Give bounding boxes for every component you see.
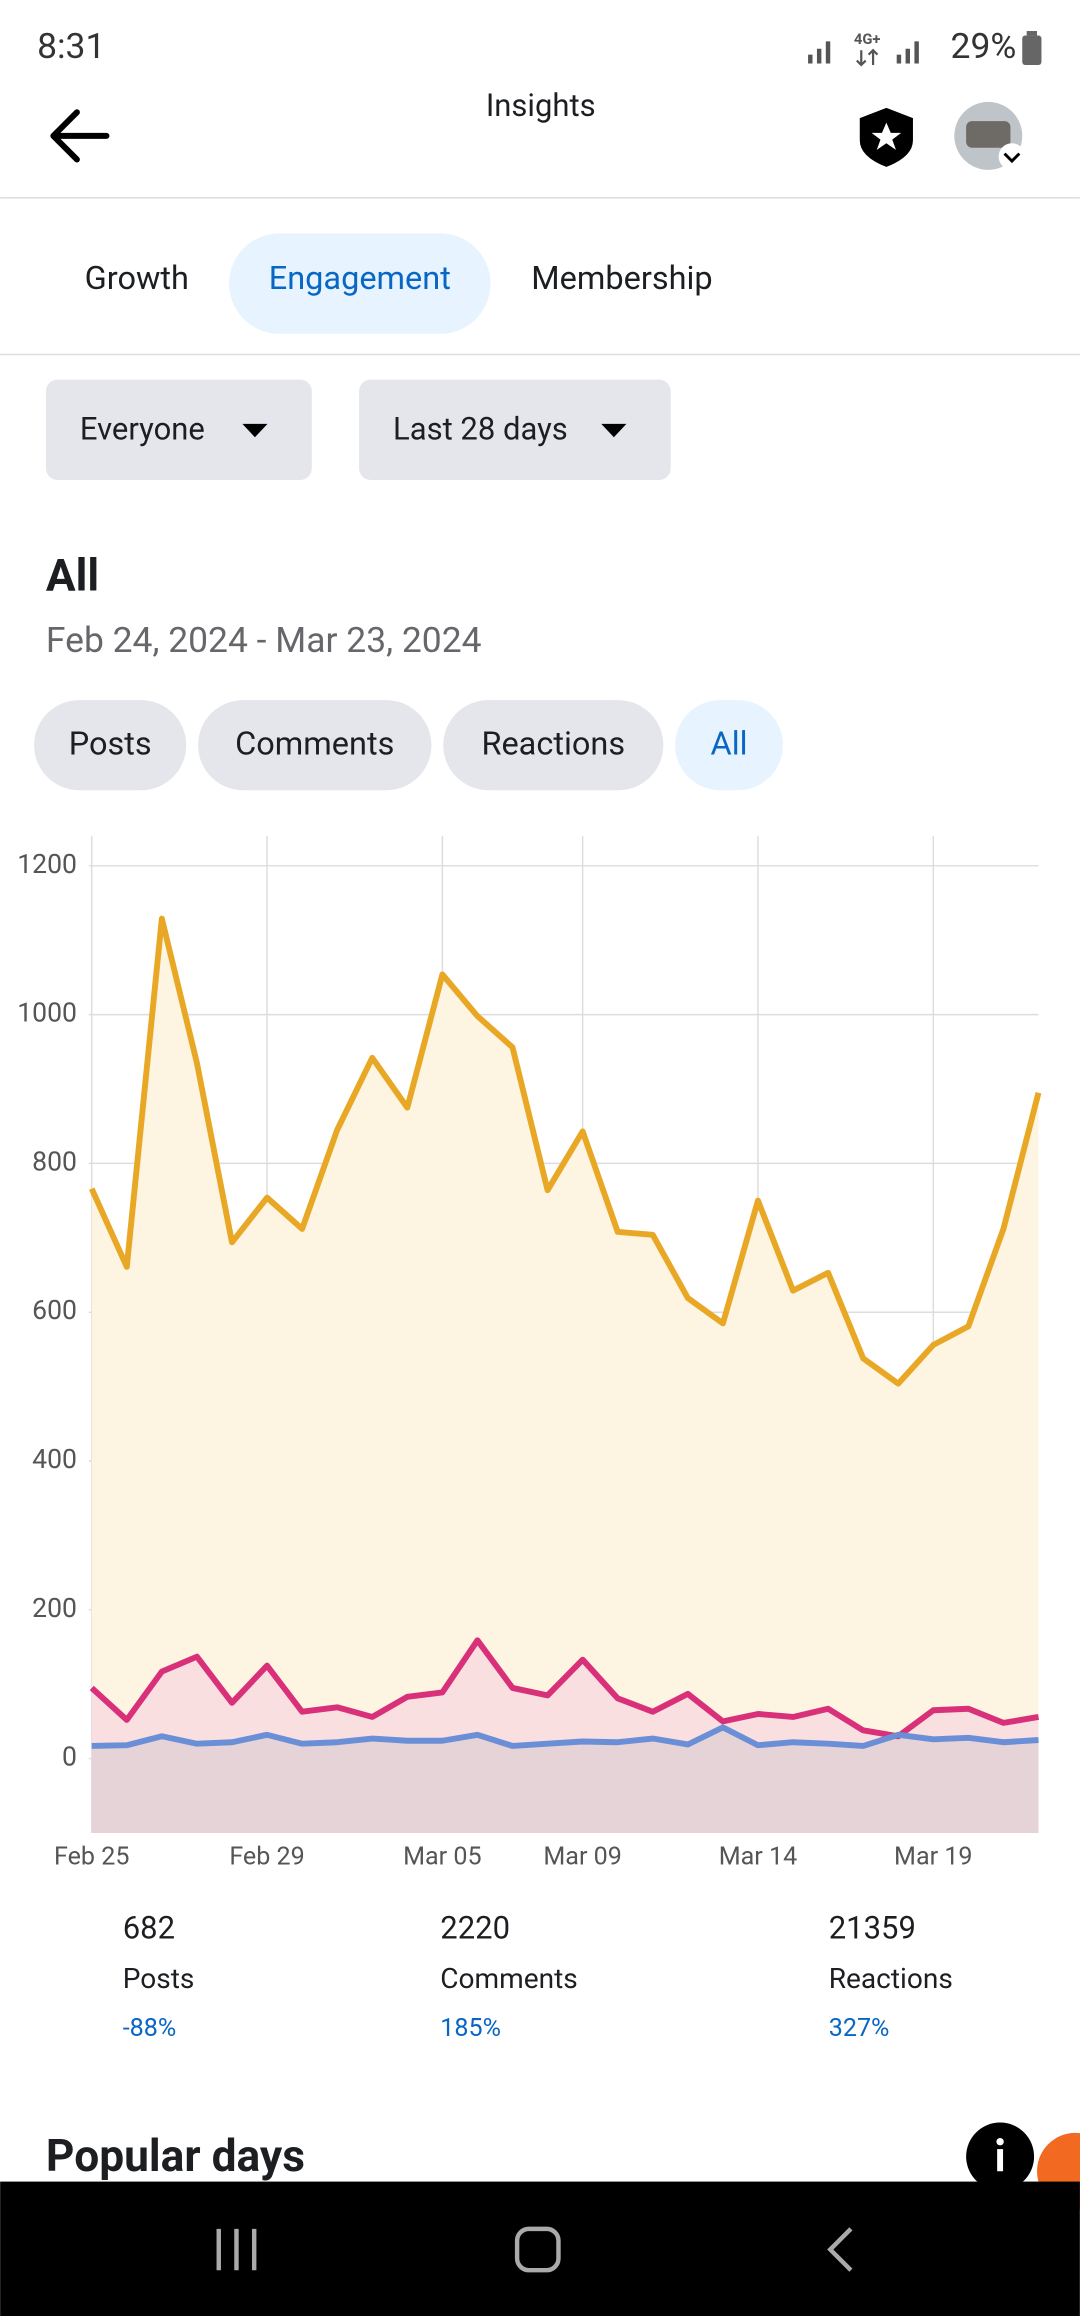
filter-dropdown[interactable] xyxy=(45,379,312,481)
admin-shield[interactable] xyxy=(859,107,913,167)
dropdown-caret xyxy=(242,423,268,438)
y-tick-label: 0 xyxy=(62,1742,77,1773)
y-tick-label: 400 xyxy=(32,1444,77,1475)
y-tick-label: 800 xyxy=(32,1146,77,1177)
tab-selected-bg xyxy=(229,233,491,334)
stat-label: Posts xyxy=(123,1962,195,1995)
data-arrows xyxy=(856,48,879,67)
stat-value: 682 xyxy=(123,1910,175,1947)
tab[interactable]: Growth xyxy=(85,259,189,297)
battery-level: 29% xyxy=(951,25,1017,67)
x-tick-label: Mar 09 xyxy=(543,1843,622,1872)
chip[interactable] xyxy=(443,700,664,791)
section-title: All xyxy=(46,550,99,602)
dropdown-caret xyxy=(601,423,627,438)
tab[interactable]: Engagement xyxy=(269,259,451,297)
filter-label: Everyone xyxy=(80,410,205,447)
y-tick-label: 200 xyxy=(32,1593,77,1624)
stat-change: 327% xyxy=(829,2014,890,2043)
chip[interactable] xyxy=(34,700,187,791)
stat-label: Comments xyxy=(440,1962,577,1995)
chip[interactable] xyxy=(675,700,783,791)
chip-label: Posts xyxy=(69,724,152,762)
header-title: Insights xyxy=(486,87,596,124)
back-button[interactable] xyxy=(50,109,110,163)
x-tick-label: Feb 29 xyxy=(229,1843,304,1872)
back-nav-button[interactable] xyxy=(827,2227,853,2272)
battery-icon xyxy=(1022,31,1042,65)
x-tick-label: Mar 14 xyxy=(719,1843,798,1872)
stat-value: 2220 xyxy=(440,1910,510,1947)
info-dot xyxy=(996,2138,1004,2146)
date-range: Feb 24, 2024 - Mar 23, 2024 xyxy=(46,619,482,661)
stat-change: 185% xyxy=(440,2014,501,2043)
filter-label: Last 28 days xyxy=(393,410,568,447)
series-area xyxy=(91,1727,1039,1834)
y-tick-label: 1200 xyxy=(17,849,77,880)
x-tick-label: Feb 25 xyxy=(54,1843,129,1872)
tab[interactable]: Membership xyxy=(531,259,712,297)
series-area xyxy=(91,918,1039,1834)
recents-button[interactable] xyxy=(216,2228,257,2271)
stat-change: -88% xyxy=(123,2014,177,2043)
info-stem xyxy=(997,2149,1004,2172)
signal-icons xyxy=(808,41,919,64)
network-type: 4G+ xyxy=(854,30,881,48)
chip-label: Reactions xyxy=(481,724,625,762)
chip-label: All xyxy=(711,724,748,762)
y-tick-label: 1000 xyxy=(17,998,77,1029)
popular-days-title: Popular days xyxy=(46,2130,305,2182)
x-tick-label: Mar 05 xyxy=(403,1843,481,1872)
chip[interactable] xyxy=(198,700,432,791)
stat-label: Reactions xyxy=(829,1962,953,1995)
series-line xyxy=(91,1724,1039,1749)
home-button[interactable] xyxy=(514,2226,561,2273)
y-tick-label: 600 xyxy=(32,1295,77,1326)
status-time: 8:31 xyxy=(37,25,105,67)
nav-bar xyxy=(0,2181,1080,2316)
chip-label: Comments xyxy=(235,724,394,762)
profile-avatar[interactable] xyxy=(954,101,1026,170)
series-line xyxy=(89,915,1042,1387)
stat-value: 21359 xyxy=(829,1910,916,1947)
x-tick-label: Mar 19 xyxy=(894,1843,973,1872)
series-line xyxy=(89,1637,1039,1740)
nav-buttons xyxy=(216,2226,853,2273)
filter-dropdown[interactable] xyxy=(359,379,671,481)
